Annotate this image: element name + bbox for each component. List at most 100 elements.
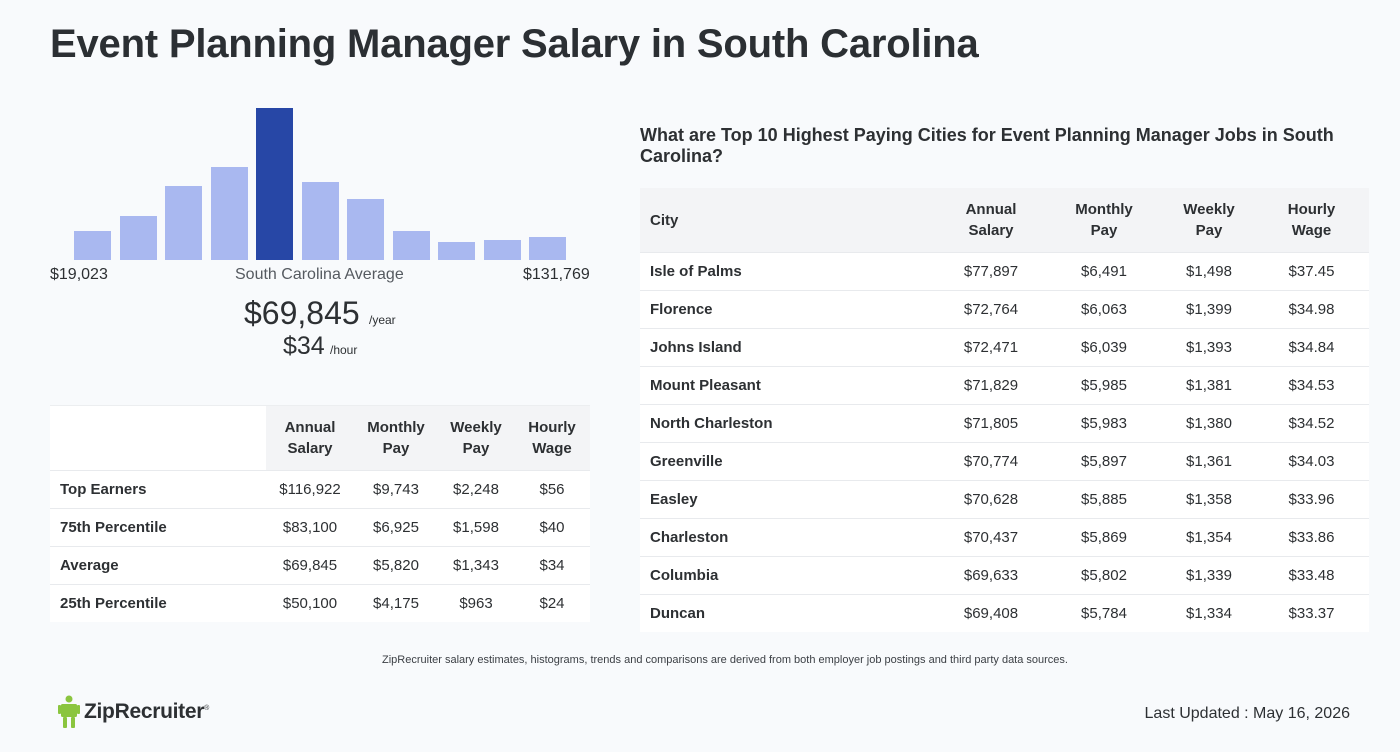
annual-salary-cell: $69,845	[266, 546, 354, 585]
percentile-table: Annual Salary Monthly Pay Weekly Pay Hourly…	[50, 405, 590, 622]
ziprecruiter-person-icon	[58, 695, 80, 728]
weekly-pay-cell: $1,498	[1164, 252, 1254, 291]
hourly-wage-cell: $34	[514, 546, 590, 585]
data-source-disclaimer: ZipRecruiter salary estimates, histogram…	[382, 654, 1068, 666]
percentile-table-header: Annual Salary Monthly Pay Weekly Pay Hourly…	[50, 405, 590, 471]
hourly-wage-header: Hourly Wage	[1254, 188, 1369, 253]
histogram-bar	[301, 182, 339, 260]
annual-salary-cell: $116,922	[266, 470, 354, 509]
top-cities-title: What are Top 10 Highest Paying Cities fo…	[640, 125, 1334, 166]
hourly-wage-cell: $37.45	[1254, 252, 1369, 291]
hourly-wage-header: Hourly Wage	[514, 405, 590, 471]
histogram-bar	[392, 231, 430, 260]
weekly-pay-cell: $1,354	[1164, 518, 1254, 557]
weekly-pay-cell: $1,361	[1164, 442, 1254, 481]
monthly-pay-cell: $5,983	[1044, 404, 1164, 443]
histogram-bar-average	[256, 108, 293, 260]
percentile-label: Top Earners	[50, 470, 266, 509]
histogram-bar	[74, 231, 111, 260]
monthly-pay-cell: $5,869	[1044, 518, 1164, 557]
annual-salary-cell: $72,471	[938, 328, 1044, 367]
weekly-pay-header: Weekly Pay	[1164, 188, 1254, 253]
logo-text: ZipRecruiter	[84, 700, 205, 723]
percentile-label: Average	[50, 546, 266, 585]
city-row: Easley $70,628 $5,885 $1,358 $33.96	[640, 480, 1369, 519]
hourly-wage-cell: $34.52	[1254, 404, 1369, 443]
weekly-pay-cell: $963	[438, 584, 514, 622]
annual-salary-cell: $77,897	[938, 252, 1044, 291]
city-row: Isle of Palms $77,897 $6,491 $1,498 $37.45	[640, 252, 1369, 291]
weekly-pay-cell: $2,248	[438, 470, 514, 509]
hourly-wage-cell: $34.53	[1254, 366, 1369, 405]
monthly-pay-cell: $5,784	[1044, 594, 1164, 632]
histogram-bar	[210, 167, 248, 260]
percentile-row: Average $69,845 $5,820 $1,343 $34	[50, 546, 590, 585]
blank-header-cell	[50, 405, 266, 471]
city-name: Isle of Palms	[640, 252, 938, 291]
registered-mark: ®	[204, 705, 209, 712]
city-row: Florence $72,764 $6,063 $1,399 $34.98	[640, 290, 1369, 329]
city-name: Mount Pleasant	[640, 366, 938, 405]
annual-salary-header: Annual Salary	[266, 405, 354, 471]
percentile-label: 75th Percentile	[50, 508, 266, 547]
city-row: Johns Island $72,471 $6,039 $1,393 $34.84	[640, 328, 1369, 367]
percentile-label: 25th Percentile	[50, 584, 266, 622]
histogram-bar	[438, 242, 475, 260]
monthly-pay-cell: $5,820	[354, 546, 438, 585]
yearly-unit: /year	[369, 313, 396, 327]
histogram-bar	[347, 199, 384, 260]
percentile-row: Top Earners $116,922 $9,743 $2,248 $56	[50, 470, 590, 509]
weekly-pay-cell: $1,381	[1164, 366, 1254, 405]
annual-salary-cell: $70,437	[938, 518, 1044, 557]
monthly-pay-header: Monthly Pay	[1044, 188, 1164, 253]
histogram-average-label: South Carolina Average	[235, 266, 404, 283]
weekly-pay-header: Weekly Pay	[438, 405, 514, 471]
weekly-pay-cell: $1,598	[438, 508, 514, 547]
city-name: Columbia	[640, 556, 938, 595]
weekly-pay-cell: $1,399	[1164, 290, 1254, 329]
hourly-wage-cell: $33.37	[1254, 594, 1369, 632]
monthly-pay-cell: $5,985	[1044, 366, 1164, 405]
weekly-pay-cell: $1,358	[1164, 480, 1254, 519]
weekly-pay-cell: $1,380	[1164, 404, 1254, 443]
monthly-pay-cell: $6,039	[1044, 328, 1164, 367]
average-hourly-wage: $34	[283, 332, 325, 360]
monthly-pay-cell: $5,897	[1044, 442, 1164, 481]
hourly-wage-cell: $56	[514, 470, 590, 509]
annual-salary-cell: $71,805	[938, 404, 1044, 443]
annual-salary-cell: $71,829	[938, 366, 1044, 405]
city-name: North Charleston	[640, 404, 938, 443]
hourly-wage-cell: $34.03	[1254, 442, 1369, 481]
city-name: Florence	[640, 290, 938, 329]
city-row: Greenville $70,774 $5,897 $1,361 $34.03	[640, 442, 1369, 481]
last-updated: Last Updated : May 16, 2026	[1144, 705, 1350, 722]
monthly-pay-header: Monthly Pay	[354, 405, 438, 471]
city-name: Charleston	[640, 518, 938, 557]
histogram-bar	[119, 216, 157, 260]
weekly-pay-cell: $1,339	[1164, 556, 1254, 595]
hourly-wage-cell: $24	[514, 584, 590, 622]
hourly-wage-cell: $33.86	[1254, 518, 1369, 557]
city-row: Duncan $69,408 $5,784 $1,334 $33.37	[640, 594, 1369, 632]
histogram-max-label: $131,769	[523, 266, 590, 283]
weekly-pay-cell: $1,393	[1164, 328, 1254, 367]
average-yearly-salary: $69,845	[244, 295, 360, 331]
monthly-pay-cell: $6,491	[1044, 252, 1164, 291]
city-name: Johns Island	[640, 328, 938, 367]
hourly-wage-cell: $33.48	[1254, 556, 1369, 595]
hourly-wage-cell: $34.98	[1254, 290, 1369, 329]
monthly-pay-cell: $5,885	[1044, 480, 1164, 519]
annual-salary-cell: $83,100	[266, 508, 354, 547]
annual-salary-header: Annual Salary	[938, 188, 1044, 253]
histogram-bar	[483, 240, 521, 260]
logo-wordmark: ZipRecruiter®	[84, 700, 209, 724]
histogram-bar	[529, 237, 566, 260]
histogram-bar	[165, 186, 202, 260]
city-row: Charleston $70,437 $5,869 $1,354 $33.86	[640, 518, 1369, 557]
city-row: Mount Pleasant $71,829 $5,985 $1,381 $34.53	[640, 366, 1369, 405]
city-name: Duncan	[640, 594, 938, 632]
percentile-row: 25th Percentile $50,100 $4,175 $963 $24	[50, 584, 590, 622]
ziprecruiter-logo[interactable]: ZipRecruiter®	[58, 695, 209, 729]
percentile-row: 75th Percentile $83,100 $6,925 $1,598 $40	[50, 508, 590, 547]
city-row: Columbia $69,633 $5,802 $1,339 $33.48	[640, 556, 1369, 595]
